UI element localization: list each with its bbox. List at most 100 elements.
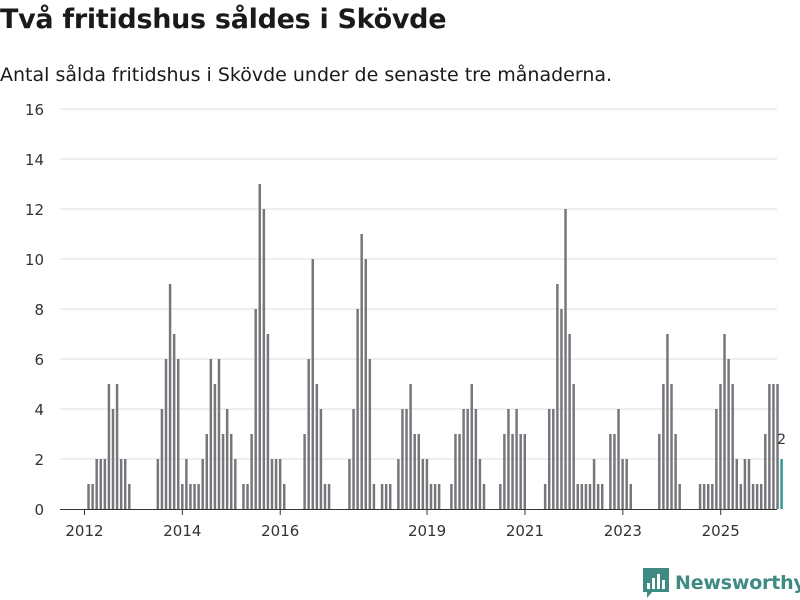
bar	[543, 484, 547, 509]
y-tick-label: 6	[34, 351, 44, 369]
bar	[193, 484, 196, 509]
bar	[209, 359, 213, 509]
bar-highlight	[780, 459, 783, 509]
bar	[621, 459, 624, 509]
bar	[547, 409, 551, 509]
bar	[719, 384, 722, 509]
bar	[678, 484, 681, 509]
bar	[519, 434, 522, 509]
bar	[702, 484, 706, 509]
bar	[111, 409, 115, 509]
chart-title: Två fritidshus såldes i Skövde	[0, 4, 447, 35]
bar	[327, 484, 331, 509]
bar	[282, 484, 286, 509]
bar	[450, 484, 453, 509]
bar	[552, 409, 555, 509]
bar	[303, 434, 306, 509]
bar	[560, 309, 563, 509]
bar	[572, 384, 575, 509]
bar	[270, 459, 274, 509]
brand-name: Newsworthy	[675, 572, 800, 594]
bar	[348, 459, 351, 509]
bar	[670, 384, 673, 509]
bar	[433, 484, 437, 509]
bar	[515, 409, 518, 509]
x-tick-label: 2016	[261, 522, 299, 540]
bar	[413, 434, 416, 509]
bar	[507, 409, 510, 509]
y-tick-label: 12	[25, 201, 44, 219]
bar	[307, 359, 310, 509]
bar	[499, 484, 502, 509]
bar	[87, 484, 90, 509]
bar	[128, 484, 131, 509]
bar	[596, 484, 600, 509]
bar	[352, 409, 355, 509]
bar	[698, 484, 702, 509]
bar	[759, 484, 763, 509]
bar	[592, 459, 596, 509]
bar	[103, 459, 107, 509]
bar	[417, 434, 421, 509]
bar	[323, 484, 327, 509]
bar	[429, 484, 433, 509]
bar	[764, 434, 767, 509]
bar	[600, 484, 604, 509]
bar	[197, 484, 200, 509]
y-tick-label: 10	[25, 251, 44, 269]
bar	[258, 184, 262, 509]
x-tick-label: 2014	[163, 522, 201, 540]
x-tick-label: 2025	[702, 522, 740, 540]
bar	[160, 409, 164, 509]
bar	[95, 459, 98, 509]
bar	[425, 459, 429, 509]
bar	[405, 409, 408, 509]
bar	[768, 384, 771, 509]
bar	[229, 434, 233, 509]
bar	[221, 434, 225, 509]
bar	[727, 359, 730, 509]
x-tick-label: 2019	[408, 522, 446, 540]
bar	[437, 484, 441, 509]
bar	[409, 384, 412, 509]
bar	[458, 434, 461, 509]
bar	[666, 334, 669, 509]
bar	[723, 334, 726, 509]
bar	[278, 459, 282, 509]
bar	[168, 284, 172, 509]
newsworthy-logo-icon	[643, 568, 669, 598]
bar	[629, 484, 632, 509]
bar	[617, 409, 620, 509]
bar	[225, 409, 229, 509]
bar	[609, 434, 612, 509]
bar	[462, 409, 465, 509]
y-tick-label: 8	[34, 301, 44, 319]
bar	[397, 459, 400, 509]
bar	[556, 284, 559, 509]
bar	[511, 434, 514, 509]
bar	[584, 484, 588, 509]
y-tick-label: 0	[34, 501, 44, 519]
bar	[466, 409, 469, 509]
bar	[99, 459, 103, 509]
bar	[360, 234, 363, 509]
data-label-last: 2	[777, 432, 786, 448]
bar	[658, 434, 661, 509]
bar	[454, 434, 457, 509]
bar	[715, 409, 718, 509]
bar	[743, 459, 747, 509]
bar	[91, 484, 94, 509]
bar	[523, 434, 527, 509]
y-tick-label: 14	[25, 151, 44, 169]
bar	[262, 209, 266, 509]
x-tick-label: 2023	[604, 522, 642, 540]
bar	[217, 359, 221, 509]
bar	[755, 484, 759, 509]
bar	[242, 484, 245, 509]
bar	[185, 459, 188, 509]
bar	[364, 259, 368, 509]
bar	[706, 484, 710, 509]
x-tick-label: 2021	[506, 522, 544, 540]
bar	[274, 459, 278, 509]
bar	[470, 384, 474, 509]
